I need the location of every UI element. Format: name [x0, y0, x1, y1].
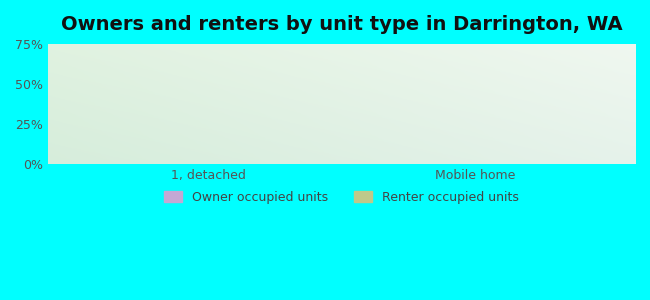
Bar [475, 154, 550, 164]
Bar [208, 140, 283, 164]
Bar [133, 70, 208, 164]
Bar [400, 158, 475, 164]
Title: Owners and renters by unit type in Darrington, WA: Owners and renters by unit type in Darri… [60, 15, 622, 34]
Text: City-Data.com: City-Data.com [538, 47, 617, 58]
Legend: Owner occupied units, Renter occupied units: Owner occupied units, Renter occupied un… [159, 185, 524, 208]
